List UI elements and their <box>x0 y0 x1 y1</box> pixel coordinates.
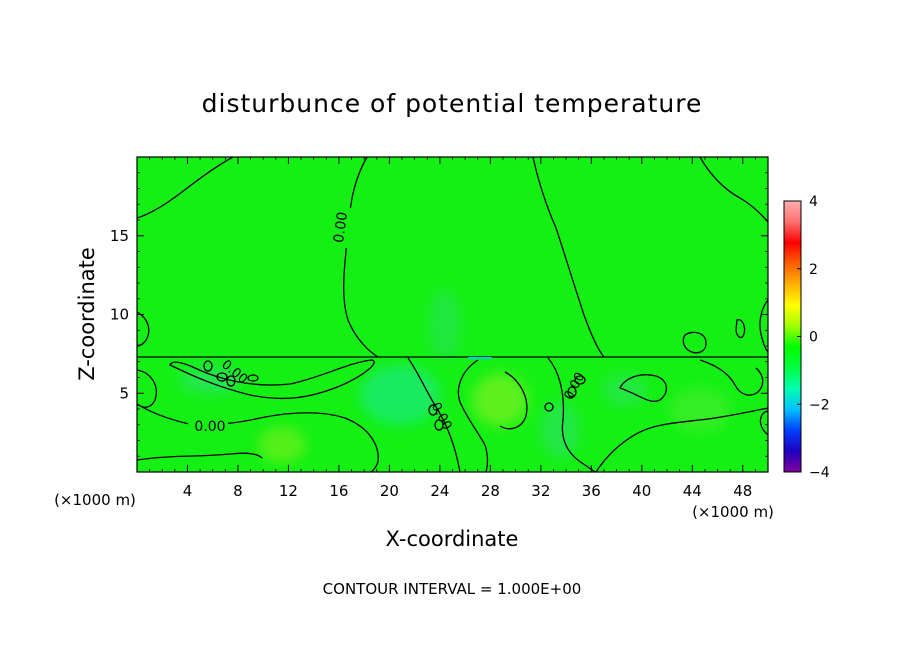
x-tick-label: 8 <box>233 482 243 500</box>
colorbar-ticks: 4 2 0 −2 −4 <box>797 194 830 481</box>
field-shading <box>180 290 730 463</box>
contour-line <box>574 375 586 385</box>
y-tick-label: 5 <box>119 384 129 402</box>
contour-line <box>682 331 707 354</box>
y-axis: 5 10 15 <box>110 172 768 457</box>
contour-line <box>203 360 213 372</box>
contour-line <box>343 157 379 358</box>
field-blob <box>258 427 306 463</box>
colorbar-tick-label: −4 <box>809 465 830 481</box>
contour-line <box>247 374 259 382</box>
contour-line <box>532 157 605 358</box>
contour-line <box>428 404 438 416</box>
x-tick-label: 44 <box>683 482 702 500</box>
field-blob <box>670 388 730 432</box>
x-tick-label: 4 <box>183 482 193 500</box>
contour-line <box>544 402 554 412</box>
colorbar-tick-label: 2 <box>809 262 818 278</box>
x-unit-left: (×1000 m) <box>54 491 136 509</box>
field-blob <box>360 365 440 425</box>
colorbar-tick-label: 4 <box>809 194 818 210</box>
contour-line <box>216 372 228 382</box>
contour-line <box>434 419 444 431</box>
contour-line <box>619 374 667 402</box>
x-axis: 4 8 12 16 20 24 28 32 36 40 44 48 <box>149 157 756 500</box>
x-tick-label: 48 <box>733 482 752 500</box>
contour-line <box>137 403 379 472</box>
x-tick-label: 20 <box>380 482 399 500</box>
contour-label: 0.00 <box>194 419 225 435</box>
field-blob <box>540 402 580 458</box>
contour-line <box>226 375 236 387</box>
contour-lines <box>137 157 768 472</box>
colorbar-tick-label: 0 <box>809 330 818 346</box>
y-axis-label: Z-coordinate <box>75 247 99 381</box>
x-tick-label: 16 <box>329 482 348 500</box>
contour-interval-note: CONTOUR INTERVAL = 1.000E+00 <box>323 580 582 598</box>
contour-label: 0.00 <box>331 211 351 244</box>
contour-line <box>595 407 768 472</box>
x-tick-label: 40 <box>632 482 651 500</box>
contour-line <box>699 157 768 223</box>
chart-title: disturbunce of potential temperature <box>202 89 703 118</box>
field-blob <box>472 374 528 426</box>
x-tick-label: 28 <box>481 482 500 500</box>
contour-line <box>567 386 577 398</box>
contour-label-background <box>188 418 228 434</box>
contour-line <box>759 410 768 436</box>
contour-line <box>137 157 234 219</box>
contour-line <box>735 319 746 339</box>
contour-line <box>547 357 597 472</box>
field-blob <box>180 366 240 394</box>
contour-line <box>759 299 768 353</box>
x-tick-label: 36 <box>582 482 601 500</box>
x-tick-label: 24 <box>430 482 449 500</box>
contour-line <box>137 452 263 461</box>
x-unit-right: (×1000 m) <box>692 503 774 521</box>
field-blob <box>429 290 461 360</box>
contour-line <box>499 371 528 430</box>
y-tick-label: 10 <box>110 306 129 324</box>
contour-line <box>407 357 461 472</box>
x-tick-label: 32 <box>531 482 550 500</box>
x-tick-label: 12 <box>279 482 298 500</box>
y-tick-label: 15 <box>110 227 129 245</box>
colorbar-tick-label: −2 <box>809 397 830 413</box>
plot-area: 0.00 0.00 0.00 0.00 0.00 <box>137 157 768 472</box>
contour-line <box>169 359 375 400</box>
contour-line <box>457 359 489 472</box>
contour-label-background <box>333 208 355 248</box>
x-axis-label: X-coordinate <box>386 527 519 551</box>
contour-line <box>137 311 150 346</box>
contour-line <box>699 359 764 396</box>
colorbar: 4 2 0 −2 −4 <box>783 194 830 481</box>
